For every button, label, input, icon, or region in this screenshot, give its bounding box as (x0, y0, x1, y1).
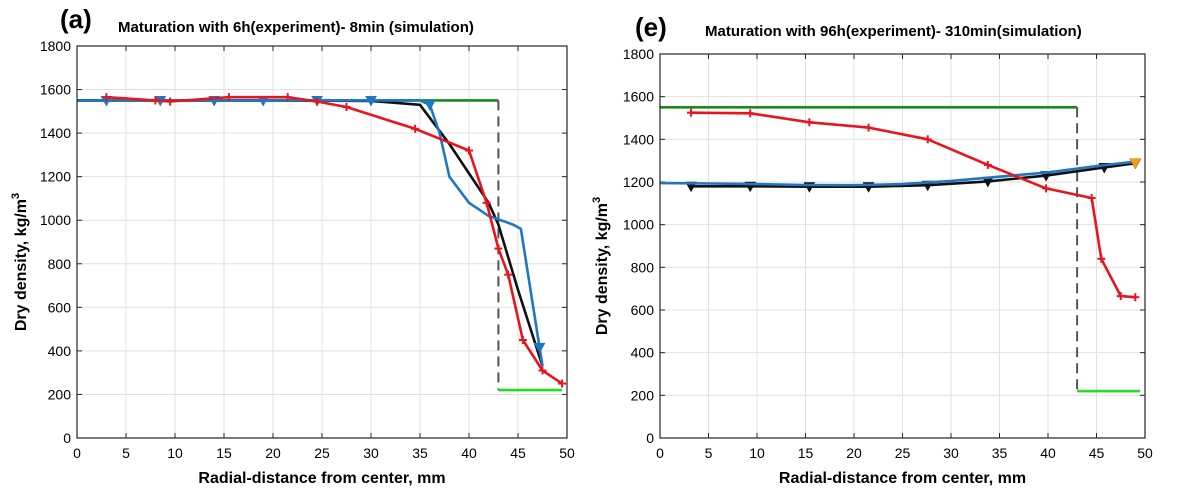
data-point-triangle (533, 342, 546, 354)
x-tick-label: 0 (656, 445, 664, 461)
x-tick-label: 10 (749, 445, 765, 461)
chart-panel-e: 0 5 10 15 20 25 30 35 40 45 50 0 200 400 600 800 1000 120… (591, 12, 1153, 487)
plot-frame (659, 53, 1146, 439)
plot-frame (76, 45, 568, 439)
chart-title: Maturation with 96h(experiment)- 310min(… (705, 23, 1082, 40)
data-point-triangle (423, 100, 436, 111)
y-tick-label: 400 (631, 345, 655, 361)
data-point-triangle (365, 95, 377, 107)
series-line (77, 99, 544, 367)
y-tick-label: 1200 (623, 174, 654, 190)
y-tick-label: 0 (63, 430, 71, 446)
series-line (690, 111, 1136, 299)
y-tick-label: 1800 (623, 46, 654, 62)
y-tick-label: 200 (631, 387, 655, 403)
x-tick-label: 25 (895, 445, 911, 461)
x-tick-label: 20 (846, 445, 862, 461)
x-tick-label: 5 (705, 445, 713, 461)
y-tick-label: 1400 (40, 125, 71, 141)
x-tick-label: 30 (943, 445, 959, 461)
y-tick-label: 400 (48, 343, 72, 359)
y-tick-label: 1400 (623, 131, 654, 147)
x-tick-label: 0 (73, 445, 81, 461)
panel-label: (e) (635, 12, 667, 42)
chart-title: Maturation with 6h(experiment)- 8min (si… (118, 19, 474, 36)
y-axis-label-superscript: 3 (591, 197, 603, 203)
x-tick-label: 45 (510, 445, 526, 461)
x-tick-label: 50 (559, 445, 575, 461)
y-tick-label: 1200 (40, 169, 71, 185)
data-point-triangle (1129, 158, 1142, 169)
y-tick-label: 1000 (623, 217, 654, 233)
x-axis-label: Radial-distance from center, mm (198, 470, 445, 487)
x-tick-label: 40 (461, 445, 477, 461)
y-tick-label: 0 (646, 430, 654, 446)
y-axis-label-text: Dry density, kg/m (594, 203, 611, 335)
chart-panel-a: 0 5 10 15 20 25 30 35 40 45 50 0 200 400 600 800 1000 120… (10, 4, 575, 487)
y-axis-label: Dry density, kg/m3 (591, 197, 611, 335)
x-tick-label: 15 (216, 445, 232, 461)
x-tick-label: 50 (1137, 445, 1153, 461)
x-tick-label: 25 (314, 445, 330, 461)
panel-label: (a) (60, 4, 92, 34)
y-tick-label: 600 (631, 302, 655, 318)
y-tick-label: 800 (631, 259, 655, 275)
x-tick-label: 35 (412, 445, 428, 461)
x-tick-label: 10 (167, 445, 183, 461)
y-tick-label: 800 (48, 256, 72, 272)
x-tick-label: 20 (265, 445, 281, 461)
x-axis-label: Radial-distance from center, mm (779, 470, 1026, 487)
series-line (77, 99, 544, 367)
y-tick-label: 600 (48, 299, 72, 315)
x-tick-label: 35 (992, 445, 1008, 461)
x-tick-label: 5 (122, 445, 130, 461)
x-tick-label: 30 (363, 445, 379, 461)
y-tick-label: 1000 (40, 212, 71, 228)
y-tick-label: 200 (48, 386, 72, 402)
x-tick-label: 45 (1089, 445, 1105, 461)
y-axis-label: Dry density, kg/m3 (10, 193, 30, 331)
y-tick-label: 1800 (40, 38, 71, 54)
y-tick-label: 1600 (40, 82, 71, 98)
y-tick-label: 1600 (623, 89, 654, 105)
x-tick-label: 40 (1040, 445, 1056, 461)
y-axis-label-superscript: 3 (10, 193, 22, 199)
y-axis-label-text: Dry density, kg/m (13, 199, 30, 331)
x-tick-label: 15 (798, 445, 814, 461)
series-line (660, 160, 1136, 187)
